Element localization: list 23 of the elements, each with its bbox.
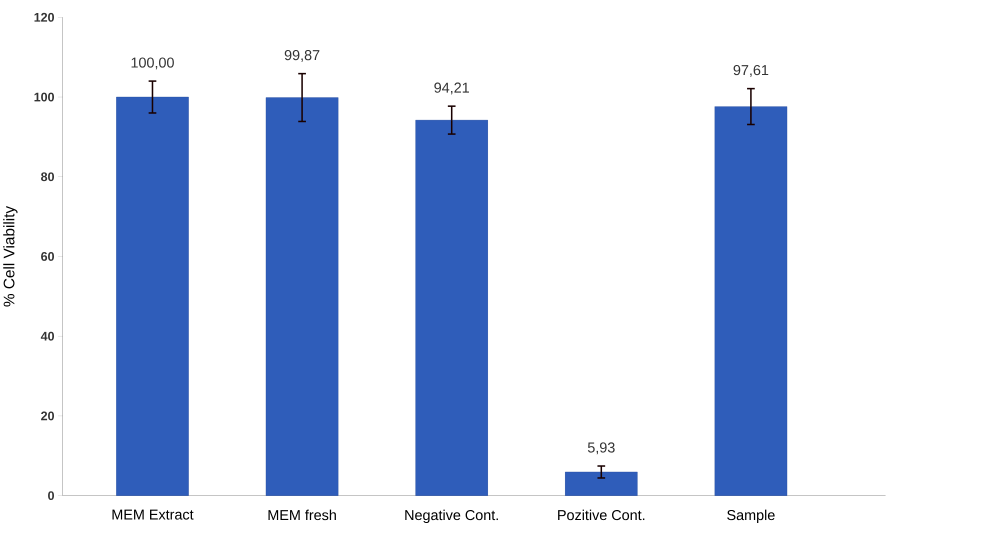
- y-tick-label: 120: [34, 12, 54, 22]
- y-tick-label: 80: [41, 172, 54, 181]
- bar: [565, 472, 638, 496]
- data-label: 99,87: [284, 50, 320, 62]
- bar: [116, 96, 189, 496]
- x-tick-label: MEM fresh: [268, 509, 336, 520]
- x-tick-label: Sample: [727, 509, 775, 523]
- x-tick-label: Pozitive Cont.: [558, 509, 644, 520]
- y-axis-title: % Cell Viability: [3, 206, 18, 306]
- data-label: 94,21: [434, 82, 469, 94]
- y-tick-label: 60: [41, 252, 54, 261]
- y-tick-label: 0: [48, 491, 54, 500]
- x-tick-label: MEM Extract: [112, 509, 194, 520]
- y-tick-label: 40: [40, 332, 54, 340]
- bar: [415, 120, 488, 496]
- x-tick-label: Negative Cont.: [405, 509, 498, 523]
- data-label: 100,00: [132, 57, 174, 70]
- bar: [266, 97, 338, 496]
- data-label: 97,61: [734, 64, 768, 77]
- data-label: 5,93: [588, 442, 615, 454]
- y-tick-label: 20: [41, 411, 54, 420]
- y-tick-label: 100: [34, 92, 54, 102]
- bar: [714, 106, 788, 496]
